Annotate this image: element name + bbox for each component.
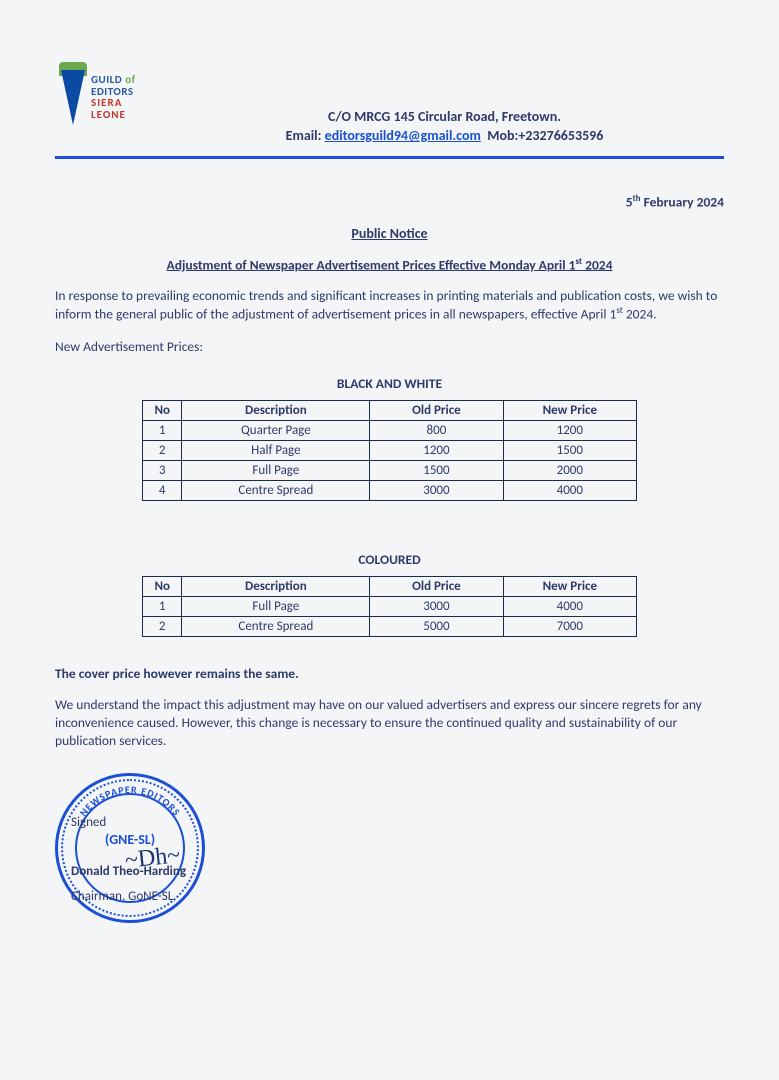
subject-post: 2024 bbox=[582, 256, 612, 273]
table-cell: 3000 bbox=[370, 596, 503, 616]
contact-line: Email: editorsguild94@gmail.com Mob:+232… bbox=[165, 127, 724, 146]
signed-label: Signed bbox=[71, 811, 186, 836]
table-cell: 4000 bbox=[503, 596, 636, 616]
table-cell: 4000 bbox=[503, 480, 636, 500]
bw-price-table: No Description Old Price New Price 1Quar… bbox=[142, 400, 637, 501]
bw-tbody: 1Quarter Page80012002Half Page120015003F… bbox=[142, 420, 636, 500]
handwritten-signature-icon: ~Dh~ bbox=[124, 842, 182, 875]
col-new: New Price bbox=[503, 400, 636, 420]
table-cell: 3 bbox=[142, 460, 182, 480]
closing-paragraph: We understand the impact this adjustment… bbox=[55, 696, 724, 751]
table-cell: 7000 bbox=[503, 616, 636, 636]
table-cell: 5000 bbox=[370, 616, 503, 636]
intro-paragraph: In response to prevailing economic trend… bbox=[55, 287, 724, 324]
table-row: 1Quarter Page8001200 bbox=[142, 420, 636, 440]
table-cell: 800 bbox=[370, 420, 503, 440]
table-cell: 1500 bbox=[503, 440, 636, 460]
table-cell: 1200 bbox=[370, 440, 503, 460]
table-cell: 1 bbox=[142, 596, 182, 616]
address-line: C/O MRCG 145 Circular Road, Freetown. bbox=[165, 108, 724, 127]
col-old: Old Price bbox=[370, 400, 503, 420]
table-cell: Quarter Page bbox=[182, 420, 370, 440]
date-sup: th bbox=[633, 193, 641, 204]
date-day: 5 bbox=[626, 194, 633, 211]
table-row: 4Centre Spread30004000 bbox=[142, 480, 636, 500]
col-desc: Description bbox=[182, 576, 370, 596]
col-new: New Price bbox=[503, 576, 636, 596]
colour-price-table: No Description Old Price New Price 1Full… bbox=[142, 576, 637, 637]
table-row: 3Full Page15002000 bbox=[142, 460, 636, 480]
org-name-3: SIERA LEONE bbox=[91, 96, 126, 121]
col-desc: Description bbox=[182, 400, 370, 420]
date-line: 5th February 2024 bbox=[55, 193, 724, 211]
table-row: 1Full Page30004000 bbox=[142, 596, 636, 616]
bw-table-title: BLACK AND WHITE bbox=[55, 375, 724, 392]
email-link[interactable]: editorsguild94@gmail.com bbox=[325, 127, 481, 144]
table-cell: 2000 bbox=[503, 460, 636, 480]
cover-price-line: The cover price however remains the same… bbox=[55, 665, 724, 682]
table-cell: Centre Spread bbox=[182, 480, 370, 500]
signatory-role: Chairman, GoNE-SL bbox=[71, 885, 186, 910]
col-old: Old Price bbox=[370, 576, 503, 596]
header-rule bbox=[55, 156, 724, 159]
col-no: No bbox=[142, 576, 182, 596]
signature-block: NEWSPAPER EDITORS (GNE-SL) Signed Donald… bbox=[55, 773, 724, 943]
email-label: Email: bbox=[286, 127, 322, 144]
table-cell: Full Page bbox=[182, 596, 370, 616]
para1-post: 2024. bbox=[623, 306, 657, 323]
mob-value: +23276653596 bbox=[518, 127, 603, 144]
table-cell: 2 bbox=[142, 440, 182, 460]
subject-pre: Adjustment of Newspaper Advertisement Pr… bbox=[167, 256, 576, 273]
letterhead: GUILD of EDITORS SIERA LEONE C/O MRCG 14… bbox=[55, 60, 724, 150]
table-row: 2Half Page12001500 bbox=[142, 440, 636, 460]
table-cell: 1 bbox=[142, 420, 182, 440]
table-cell: Full Page bbox=[182, 460, 370, 480]
table-row: 2Centre Spread50007000 bbox=[142, 616, 636, 636]
notice-title: Public Notice bbox=[55, 225, 724, 242]
new-prices-label: New Advertisement Prices: bbox=[55, 338, 724, 355]
org-name-block: GUILD of EDITORS SIERA LEONE bbox=[91, 74, 145, 120]
table-cell: 2 bbox=[142, 616, 182, 636]
table-cell: 4 bbox=[142, 480, 182, 500]
table-cell: 1200 bbox=[503, 420, 636, 440]
contact-block: C/O MRCG 145 Circular Road, Freetown. Em… bbox=[165, 108, 724, 150]
table-cell: Centre Spread bbox=[182, 616, 370, 636]
table-cell: 3000 bbox=[370, 480, 503, 500]
table-header-row: No Description Old Price New Price bbox=[142, 400, 636, 420]
subject-title: Adjustment of Newspaper Advertisement Pr… bbox=[55, 256, 724, 274]
date-rest: February 2024 bbox=[641, 194, 724, 211]
table-cell: Half Page bbox=[182, 440, 370, 460]
org-logo: GUILD of EDITORS SIERA LEONE bbox=[55, 60, 145, 150]
col-no: No bbox=[142, 400, 182, 420]
colour-table-title: COLOURED bbox=[55, 551, 724, 568]
page: GUILD of EDITORS SIERA LEONE C/O MRCG 14… bbox=[0, 0, 779, 983]
table-header-row: No Description Old Price New Price bbox=[142, 576, 636, 596]
colour-tbody: 1Full Page300040002Centre Spread50007000 bbox=[142, 596, 636, 636]
table-cell: 1500 bbox=[370, 460, 503, 480]
mob-label: Mob: bbox=[487, 127, 518, 144]
